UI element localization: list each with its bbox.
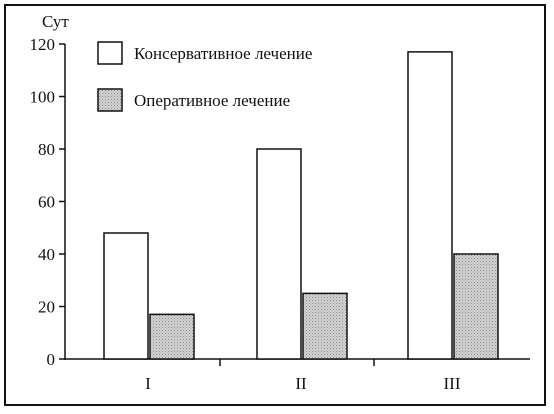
legend-swatch-conservative: [97, 41, 123, 65]
y-tick-label: 60: [38, 193, 55, 212]
legend-swatch-operative: [97, 88, 123, 112]
bar-operative: [149, 313, 195, 360]
y-tick-label: 40: [38, 245, 55, 264]
y-tick-label: 20: [38, 298, 55, 317]
bar-operative: [453, 253, 499, 360]
y-tick-label: 100: [30, 88, 56, 107]
y-tick-label: 80: [38, 140, 55, 159]
y-axis-ticks: 0 20 40 60 80 100 120: [30, 35, 65, 369]
legend-label-operative: Оперативное лечение: [134, 91, 290, 110]
bar-conservative: [407, 51, 453, 360]
x-category-label: III: [444, 374, 461, 393]
legend: Консервативное лечение Оперативное лечени…: [97, 41, 312, 112]
y-axis-unit-label: Сут: [42, 12, 69, 31]
bar-operative: [302, 292, 348, 360]
y-tick-label: 0: [47, 350, 56, 369]
x-category-label: II: [295, 374, 307, 393]
x-axis-ticks: I II III: [145, 359, 461, 393]
bars-group: [103, 51, 499, 360]
bar-conservative: [256, 148, 302, 360]
x-category-label: I: [145, 374, 151, 393]
legend-label-conservative: Консервативное лечение: [134, 44, 312, 63]
bar-conservative: [103, 232, 149, 360]
y-tick-label: 120: [30, 35, 56, 54]
